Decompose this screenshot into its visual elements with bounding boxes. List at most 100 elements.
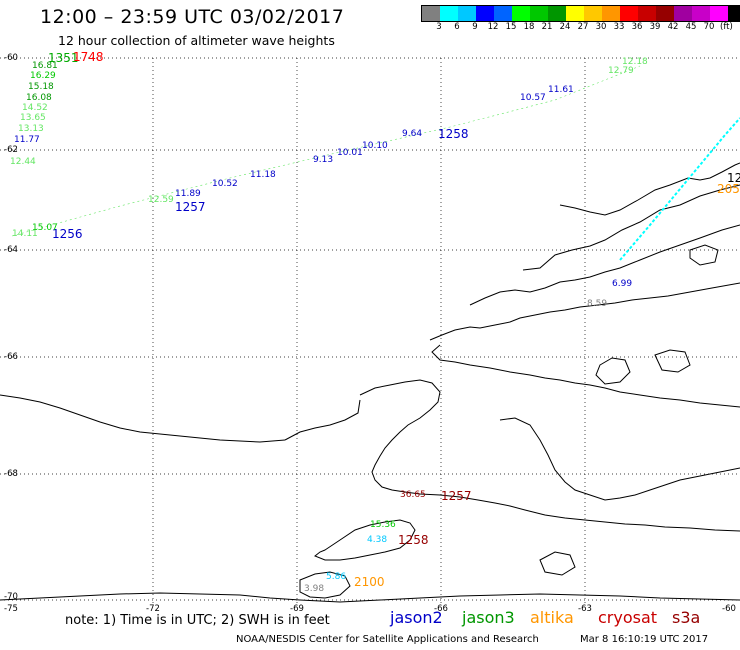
- colorbar-swatch: [674, 6, 692, 21]
- wave-label: 8.59: [587, 299, 608, 309]
- wave-label: 10.52: [212, 179, 238, 189]
- wave-label: 10.10: [362, 141, 388, 151]
- wave-label: 36.65: [400, 490, 426, 500]
- colorbar-swatch: [584, 6, 602, 21]
- colorbar-tick-label: 6: [454, 22, 460, 32]
- wave-label: 1257: [441, 489, 472, 503]
- wave-label: 14.52: [22, 103, 48, 113]
- track-s3a-diag: [619, 117, 740, 261]
- wave-label: 12.18: [622, 57, 648, 67]
- wave-label: 13.13: [18, 124, 44, 134]
- wave-label: 12.44: [10, 157, 36, 167]
- colorbar-swatch: [620, 6, 638, 21]
- colorbar-tick-label: 18: [523, 22, 535, 32]
- wave-label: 13.65: [20, 113, 46, 123]
- track-jason3-upper: [11, 65, 641, 237]
- lon-label-75: -75: [4, 604, 18, 614]
- wave-label: 10.01: [337, 148, 363, 158]
- wave-label: 1258: [398, 533, 429, 547]
- colorbar-swatch: [656, 6, 674, 21]
- colorbar-swatch: [494, 6, 512, 21]
- lat-label-68: -68: [4, 469, 18, 479]
- wave-label: 1256: [52, 227, 83, 241]
- colorbar-swatch: [710, 6, 728, 21]
- lat-label-60: -60: [4, 53, 18, 63]
- lat-label-64: -64: [4, 245, 18, 255]
- wave-label: 6.99: [612, 279, 633, 289]
- colorbar-tick-label: 30: [595, 22, 607, 32]
- wave-label: 14.11: [12, 229, 38, 239]
- colorbar-tick-label: 42: [667, 22, 679, 32]
- colorbar-swatch: [566, 6, 584, 21]
- coastline: [0, 162, 740, 603]
- colorbar-swatch: [692, 6, 710, 21]
- wave-label: 1351: [48, 51, 79, 65]
- wave-label: 16.81: [32, 61, 58, 71]
- wave-label: 1258: [438, 127, 469, 141]
- map-title: 12:00 – 23:59 UTC 03/02/2017: [40, 6, 345, 28]
- wave-label: 12: [727, 171, 740, 185]
- colorbar-swatch: [638, 6, 656, 21]
- graticule: [0, 57, 740, 605]
- wave-label: 9.13: [313, 155, 334, 165]
- footer-note: note: 1) Time is in UTC; 2) SWH is in fe…: [65, 613, 330, 628]
- wave-label: 10.57: [520, 93, 546, 103]
- wave-label: 5.86: [326, 572, 347, 582]
- footer-credit: NOAA/NESDIS Center for Satellite Applica…: [236, 634, 539, 645]
- colorbar-tick-label: 33: [613, 22, 625, 32]
- colorbar-tick-label: 12: [487, 22, 499, 32]
- wave-label: 11.18: [250, 170, 276, 180]
- wave-label: 15.36: [370, 520, 396, 530]
- colorbar-tick-label: 24: [559, 22, 571, 32]
- lat-label-70: -70: [4, 592, 18, 602]
- wave-label: 15.18: [28, 82, 54, 92]
- colorbar-tick-label: 9: [472, 22, 478, 32]
- legend-altika: altika: [530, 608, 574, 627]
- wave-label: 12.79: [608, 66, 634, 76]
- lon-label-63: -63: [578, 604, 592, 614]
- colorbar-tick-label: 21: [541, 22, 553, 32]
- wave-height-colorbar: [421, 5, 740, 22]
- wave-label: 11.77: [14, 135, 40, 145]
- colorbar-swatch: [602, 6, 620, 21]
- wave-label: 12.59: [148, 195, 174, 205]
- lon-label-69: -69: [290, 604, 304, 614]
- wave-label: 1748: [73, 50, 104, 64]
- wave-label: 1257: [175, 200, 206, 214]
- legend-jason3: jason3: [462, 608, 515, 627]
- lon-label-60: -60: [722, 604, 736, 614]
- colorbar-tick-label: 45: [685, 22, 697, 32]
- wave-label: 205: [717, 182, 740, 196]
- colorbar-unit: (ft): [720, 22, 733, 32]
- colorbar-swatch: [548, 6, 566, 21]
- footer-generated-time: Mar 8 16:10:19 UTC 2017: [580, 634, 709, 645]
- wave-label: 16.29: [30, 71, 56, 81]
- legend-s3a: s3a: [672, 608, 701, 627]
- colorbar-swatch: [458, 6, 476, 21]
- colorbar-tick-label: 15: [505, 22, 517, 32]
- wave-label: 9.64: [402, 129, 423, 139]
- colorbar-tick-label: 70: [703, 22, 715, 32]
- lon-label-66: -66: [434, 604, 448, 614]
- colorbar-swatch: [728, 6, 740, 21]
- wave-label: 11.61: [548, 85, 574, 95]
- lat-label-66: -66: [4, 352, 18, 362]
- colorbar-swatch: [476, 6, 494, 21]
- map-subtitle: 12 hour collection of altimeter wave hei…: [58, 33, 335, 48]
- lon-label-72: -72: [146, 604, 160, 614]
- colorbar-swatch: [440, 6, 458, 21]
- wave-label: 4.38: [367, 535, 388, 545]
- colorbar-tick-label: 36: [631, 22, 643, 32]
- legend-jason2: jason2: [390, 608, 443, 627]
- colorbar-swatch: [422, 6, 440, 21]
- wave-label: 11.89: [175, 189, 201, 199]
- colorbar-swatch: [530, 6, 548, 21]
- wave-label: 2100: [354, 575, 385, 589]
- wave-label: 16.08: [26, 93, 52, 103]
- wave-label: 15.07: [32, 223, 58, 233]
- colorbar-tick-label: 39: [649, 22, 661, 32]
- colorbar-tick-label: 27: [577, 22, 589, 32]
- wave-label: 3.98: [304, 584, 325, 594]
